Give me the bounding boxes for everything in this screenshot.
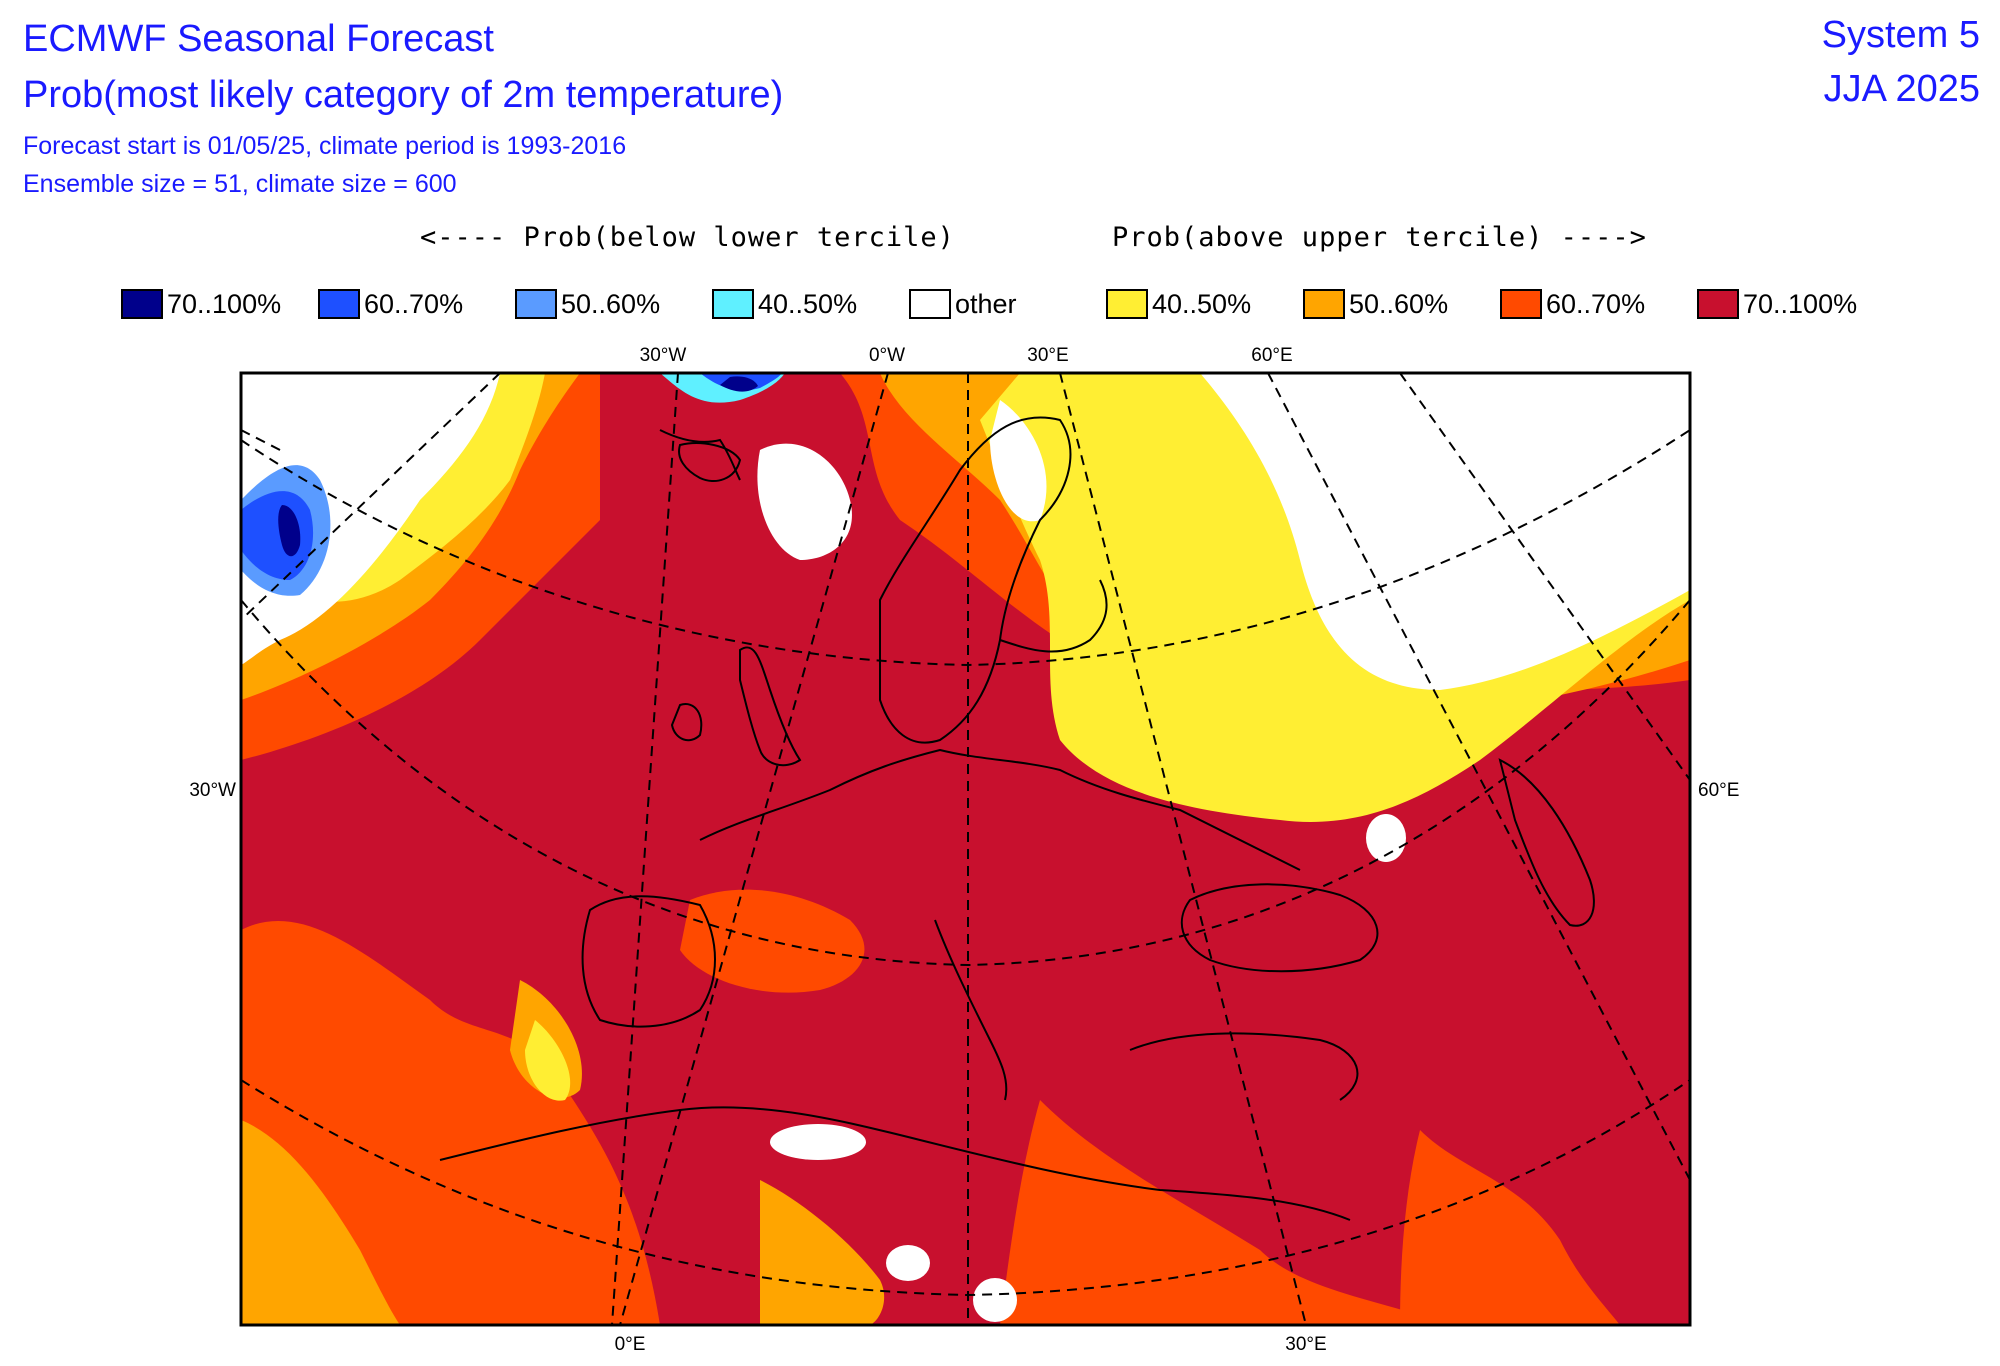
legend-label: 70..100% xyxy=(167,288,282,319)
meridian-line xyxy=(619,373,889,1325)
legend-swatch xyxy=(909,289,951,319)
zone-70-100-below xyxy=(720,376,758,392)
coastline-turkey xyxy=(1129,1032,1359,1101)
legend-swatch xyxy=(1106,289,1148,319)
zone-other xyxy=(757,443,852,560)
legend-label: 50..60% xyxy=(561,288,661,319)
legend-above-caption: Prob(above upper tercile) ----> xyxy=(1112,222,1647,253)
legend-swatch xyxy=(515,289,557,319)
bottom-tick-30e: 30°E xyxy=(1285,1334,1326,1355)
legend-label: 40..50% xyxy=(1152,288,1252,319)
zone-60-70 xyxy=(1000,1100,1450,1325)
parallel-line xyxy=(241,599,1690,967)
legend-item-other: other xyxy=(909,286,1017,322)
legend-item-above-70-100: 70..100% xyxy=(1697,286,1857,322)
forecast-info: Forecast start is 01/05/25, climate peri… xyxy=(23,132,627,160)
coastline-baltic xyxy=(999,579,1108,653)
legend-swatch xyxy=(712,289,754,319)
meridian-line xyxy=(241,373,501,621)
legend-item-below-70-100: 70..100% xyxy=(121,286,281,322)
zone-50-60 xyxy=(241,1120,400,1325)
probability-field xyxy=(241,373,1690,1325)
coastline-europe-mainland xyxy=(699,748,1301,871)
coastline-british-isles xyxy=(670,646,802,767)
top-tick-60e: 60°E xyxy=(1251,345,1292,366)
legend-label: 60..70% xyxy=(364,288,464,319)
legend-swatch xyxy=(1697,289,1739,319)
legend-label: other xyxy=(955,288,1017,319)
legend-swatch xyxy=(1500,289,1542,319)
zone-other xyxy=(770,1124,866,1160)
parallel-line xyxy=(241,429,1690,667)
map-frame xyxy=(239,371,1692,1327)
legend-item-below-40-50: 40..50% xyxy=(712,286,857,322)
coastline-italy xyxy=(934,919,1008,1101)
legend-below-caption: <---- Prob(below lower tercile) xyxy=(420,222,955,253)
zone-60-70 xyxy=(680,889,865,993)
zone-other xyxy=(1200,373,1690,690)
legend-item-below-50-60: 50..60% xyxy=(515,286,660,322)
coastline-iceland xyxy=(678,442,742,482)
ensemble-info: Ensemble size = 51, climate size = 600 xyxy=(23,170,457,198)
zone-other xyxy=(1366,814,1406,862)
system-label: System 5 xyxy=(1821,14,1980,56)
zone-other xyxy=(241,373,500,665)
legend-swatch xyxy=(318,289,360,319)
legend-item-above-40-50: 40..50% xyxy=(1106,286,1251,322)
zone-other xyxy=(990,400,1047,522)
meridian-line xyxy=(611,373,679,1325)
zone-60-70 xyxy=(1400,1130,1620,1325)
legend-swatch xyxy=(1303,289,1345,319)
legend-swatch xyxy=(121,289,163,319)
coastline-black-sea xyxy=(1180,883,1379,973)
legend-item-above-50-60: 50..60% xyxy=(1303,286,1448,322)
top-tick-30e: 30°E xyxy=(1027,345,1068,366)
season-label: JJA 2025 xyxy=(1823,68,1980,110)
legend-item-above-60-70: 60..70% xyxy=(1500,286,1645,322)
coastline-iberia xyxy=(581,895,716,1028)
legend-item-below-60-70: 60..70% xyxy=(318,286,463,322)
legend-label: 50..60% xyxy=(1349,288,1449,319)
zone-other xyxy=(973,1278,1017,1322)
meridian-line xyxy=(1399,373,1690,781)
zone-60-70 xyxy=(241,920,660,1325)
parallel-line xyxy=(241,1079,1690,1297)
color-legend: 70..100% 60..70% 50..60% 40..50% other 4… xyxy=(0,286,2000,326)
zone-60-70-below xyxy=(241,491,314,580)
legend-label: 40..50% xyxy=(758,288,858,319)
map-subtitle: Prob(most likely category of 2m temperat… xyxy=(23,74,784,116)
bottom-tick-0e: 0°E xyxy=(615,1334,646,1355)
legend-label: 70..100% xyxy=(1743,288,1858,319)
top-tick-0w: 0°W xyxy=(869,345,905,366)
coastline-north-africa xyxy=(439,1106,1351,1221)
left-tick-30w: 30°W xyxy=(189,780,236,801)
zone-70-100-below xyxy=(278,505,301,557)
meridian-line xyxy=(241,429,281,451)
meridian-line xyxy=(1059,373,1307,1325)
zone-40-50-above xyxy=(525,1020,571,1101)
top-tick-30w: 30°W xyxy=(640,345,687,366)
zone-other xyxy=(886,1245,930,1281)
graticule xyxy=(241,373,1690,1325)
map-title: ECMWF Seasonal Forecast xyxy=(23,18,494,60)
coastlines xyxy=(439,416,1595,1221)
coastline-scandinavia xyxy=(879,416,1072,744)
legend-label: 60..70% xyxy=(1546,288,1646,319)
right-tick-60e: 60°E xyxy=(1698,780,1739,801)
coastline-caspian xyxy=(1498,758,1595,927)
